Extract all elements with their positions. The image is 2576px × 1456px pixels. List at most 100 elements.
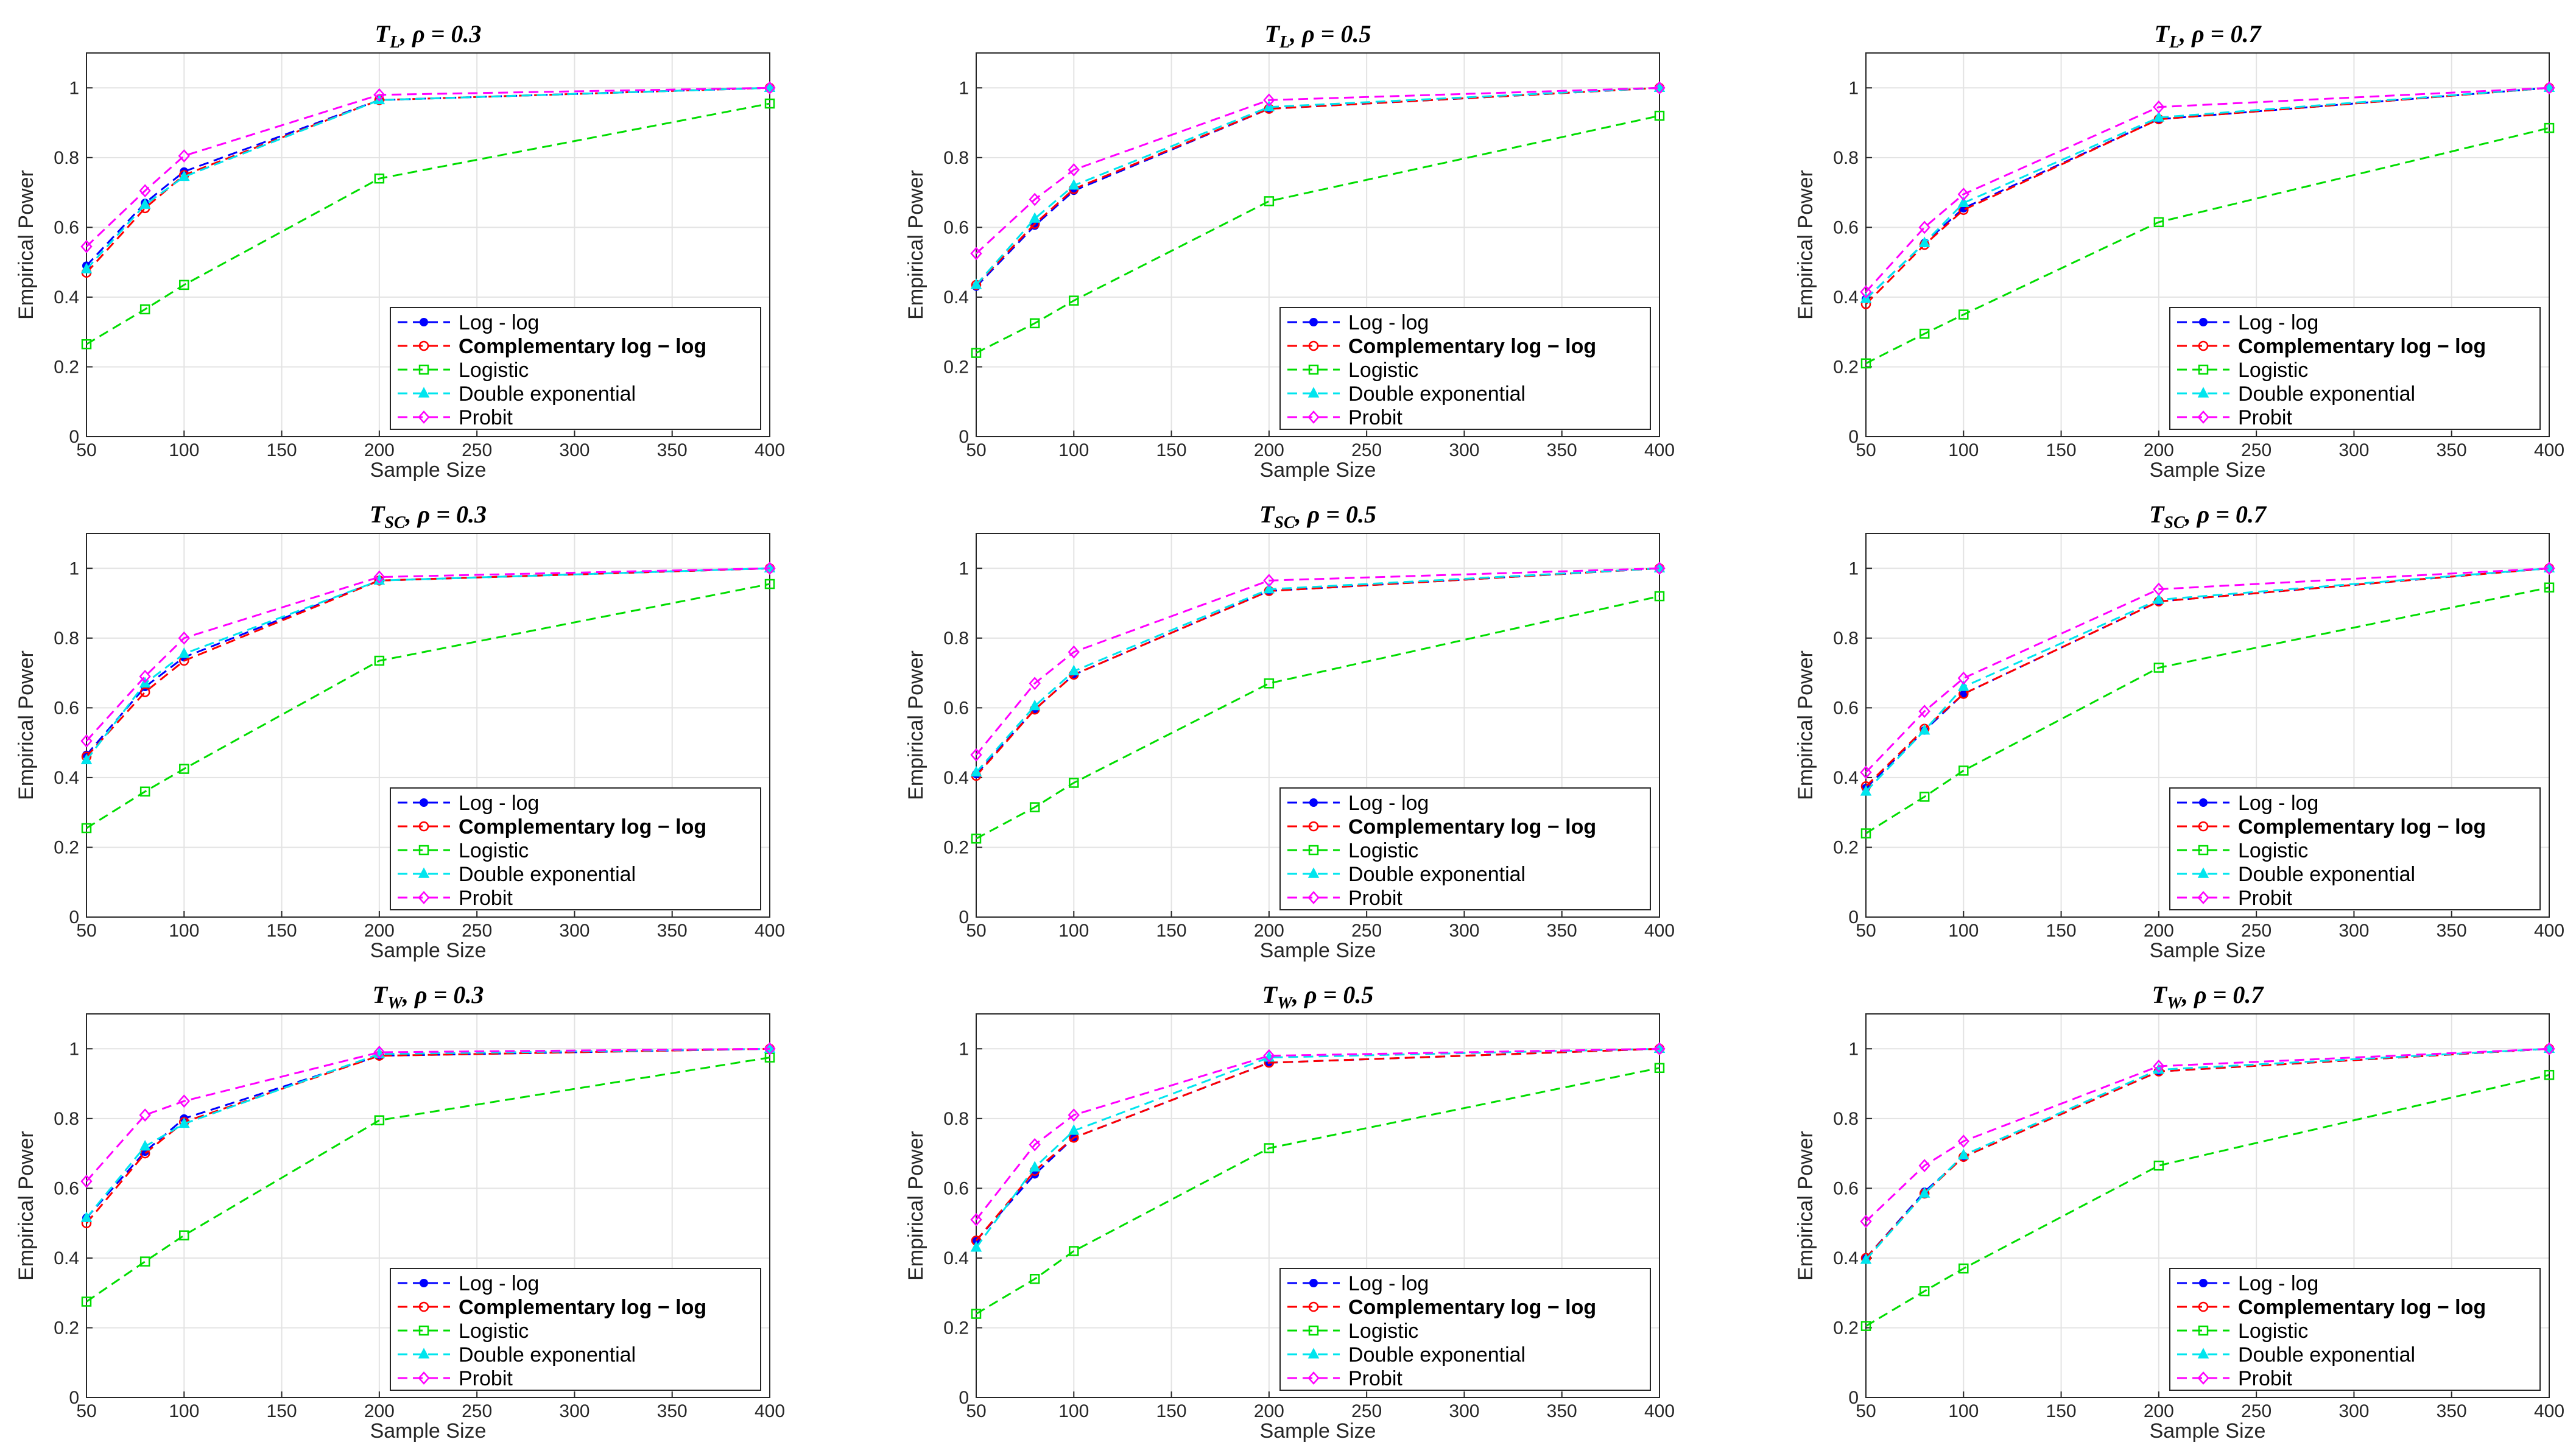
x-tick-label: 100 [1058, 440, 1089, 460]
data-point [1860, 1214, 1872, 1228]
legend-label: Probit [2238, 887, 2292, 910]
y-tick-label: 0.2 [1833, 837, 1859, 857]
legend-label: Complementary log − log [2238, 335, 2486, 358]
series-logistic [1860, 1069, 2555, 1331]
legend-label: Log - log [1348, 1272, 1429, 1295]
y-axis-label: Empirical Power [1794, 650, 1817, 800]
x-tick-label: 400 [2534, 440, 2564, 460]
data-point [971, 1309, 982, 1319]
data-point [2153, 582, 2165, 596]
y-tick-label: 0.2 [1833, 1318, 1859, 1338]
data-point [1653, 81, 1666, 95]
x-tick-label: 150 [2046, 440, 2077, 460]
series-line [86, 102, 770, 345]
data-point [373, 88, 385, 102]
legend-marker [2197, 1371, 2209, 1385]
axes-box [1865, 52, 2550, 437]
legend-label: Probit [459, 406, 513, 429]
data-point [2153, 1060, 2165, 1073]
legend-label: Logistic [1348, 839, 1418, 862]
legend-label: Probit [2238, 406, 2292, 429]
data-point [1029, 802, 1040, 812]
x-tick-label: 50 [966, 1401, 986, 1421]
x-tick-label: 300 [2338, 440, 2369, 460]
x-tick-label: 50 [966, 921, 986, 941]
axes-box [976, 1013, 1660, 1398]
data-point [970, 1213, 982, 1226]
y-tick-label: 1 [1848, 78, 1859, 98]
legend-marker [1309, 318, 1318, 326]
subplot-title: TL, ρ = 0.3 [375, 20, 482, 52]
title-subscript: W [2167, 994, 2183, 1013]
x-tick-label: 350 [2437, 440, 2467, 460]
x-tick-label: 150 [1156, 921, 1187, 941]
legend-label: Logistic [459, 1320, 529, 1343]
y-tick-label: 0.2 [54, 357, 79, 377]
series-line [85, 1047, 770, 1182]
series-line [976, 114, 1660, 354]
series-logistic [971, 1063, 1665, 1319]
x-tick-label: 200 [2144, 440, 2174, 460]
x-tick-label: 250 [1351, 1401, 1382, 1421]
legend-marker [1308, 821, 1319, 832]
data-point [374, 655, 385, 666]
series-line [1865, 86, 2550, 293]
title-symbol: T [1265, 20, 1281, 47]
x-tick-label: 250 [1351, 440, 1382, 460]
x-axis-label: Sample Size [370, 939, 487, 962]
series-logistic [971, 110, 1665, 358]
subplot: 50 100 150 200 250 300 350 400 0 0.2 0.4 0.6 0.8 1 Sam… [904, 981, 1675, 1443]
y-axis-label: Empirical Power [15, 650, 38, 800]
data-point [970, 765, 982, 777]
data-point [1958, 196, 1969, 208]
title-subscript: L [1279, 33, 1290, 52]
legend-marker [2197, 867, 2209, 878]
y-tick-label: 0.4 [1833, 768, 1859, 788]
series-line [86, 583, 770, 829]
data-point [2543, 1042, 2555, 1053]
title-rest: , ρ = 0.3 [402, 981, 484, 1008]
legend-box [1279, 1268, 1651, 1391]
y-tick-label: 0 [1848, 1388, 1859, 1408]
legend-label: Log - log [459, 1272, 539, 1295]
x-tick-label: 150 [2046, 921, 2077, 941]
legend-marker [1307, 387, 1320, 398]
data-point [1069, 778, 1079, 788]
data-point [1653, 81, 1666, 93]
x-tick-label: 400 [755, 1401, 785, 1421]
legend-marker [2199, 1279, 2208, 1287]
data-point [80, 1211, 93, 1222]
data-point [139, 184, 151, 198]
data-point [81, 339, 92, 350]
x-tick-label: 250 [2241, 921, 2272, 941]
legend-box [390, 307, 761, 430]
x-tick-label: 400 [1644, 440, 1675, 460]
data-point [1653, 1042, 1666, 1053]
legend-label: Double exponential [1348, 382, 1526, 406]
title-rest: , ρ = 0.5 [1295, 501, 1376, 528]
y-tick-label: 0.8 [1833, 148, 1859, 168]
data-point [178, 149, 190, 163]
x-tick-label: 250 [462, 1401, 492, 1421]
legend-label: Log - log [2238, 1272, 2318, 1295]
x-tick-label: 300 [559, 440, 589, 460]
y-tick-label: 0.4 [1833, 287, 1859, 308]
data-point [139, 1108, 151, 1122]
y-tick-label: 0.8 [1833, 628, 1859, 649]
title-symbol: T [375, 20, 391, 47]
legend-marker [418, 821, 429, 832]
subplot: 50 100 150 200 250 300 350 400 0 0.2 0.4 0.6 0.8 1 Sam… [1794, 981, 2564, 1443]
legend-marker [1307, 410, 1320, 424]
legend-label: Log - log [459, 311, 539, 334]
title-symbol: T [2155, 20, 2170, 47]
axes-box [86, 533, 770, 918]
data-point [139, 1256, 150, 1267]
legend-label: Complementary log − log [459, 815, 706, 839]
y-tick-label: 0.6 [54, 698, 79, 718]
data-point [1264, 678, 1275, 689]
y-axis-label: Empirical Power [1794, 1131, 1817, 1281]
x-tick-label: 300 [559, 921, 589, 941]
data-point [1029, 1274, 1040, 1284]
